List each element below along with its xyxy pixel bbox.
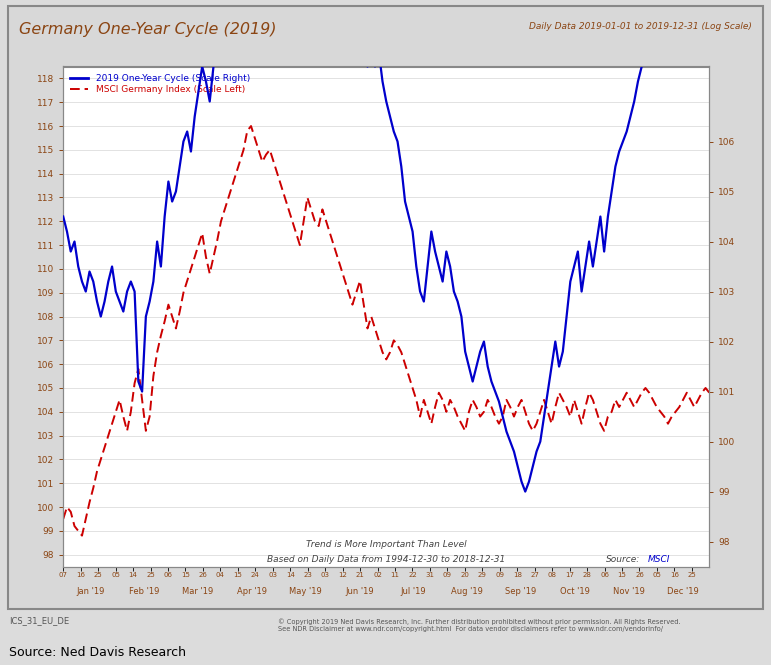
Text: Source:: Source:: [606, 555, 640, 564]
Legend: 2019 One-Year Cycle (Scale Right), MSCI Germany Index (Scale Left): 2019 One-Year Cycle (Scale Right), MSCI …: [68, 71, 253, 97]
Text: Daily Data 2019-01-01 to 2019-12-31 (Log Scale): Daily Data 2019-01-01 to 2019-12-31 (Log…: [529, 21, 752, 31]
Text: Based on Daily Data from 1994-12-30 to 2018-12-31: Based on Daily Data from 1994-12-30 to 2…: [267, 555, 506, 564]
Text: MSCI: MSCI: [648, 555, 670, 564]
Text: Germany One-Year Cycle (2019): Germany One-Year Cycle (2019): [19, 21, 277, 37]
Text: Source: Ned Davis Research: Source: Ned Davis Research: [9, 646, 187, 660]
Text: © Copyright 2019 Ned Davis Research, Inc. Further distribution prohibited withou: © Copyright 2019 Ned Davis Research, Inc…: [278, 618, 680, 632]
Text: ICS_31_EU_DE: ICS_31_EU_DE: [9, 616, 69, 626]
Text: Trend is More Important Than Level: Trend is More Important Than Level: [306, 540, 466, 549]
